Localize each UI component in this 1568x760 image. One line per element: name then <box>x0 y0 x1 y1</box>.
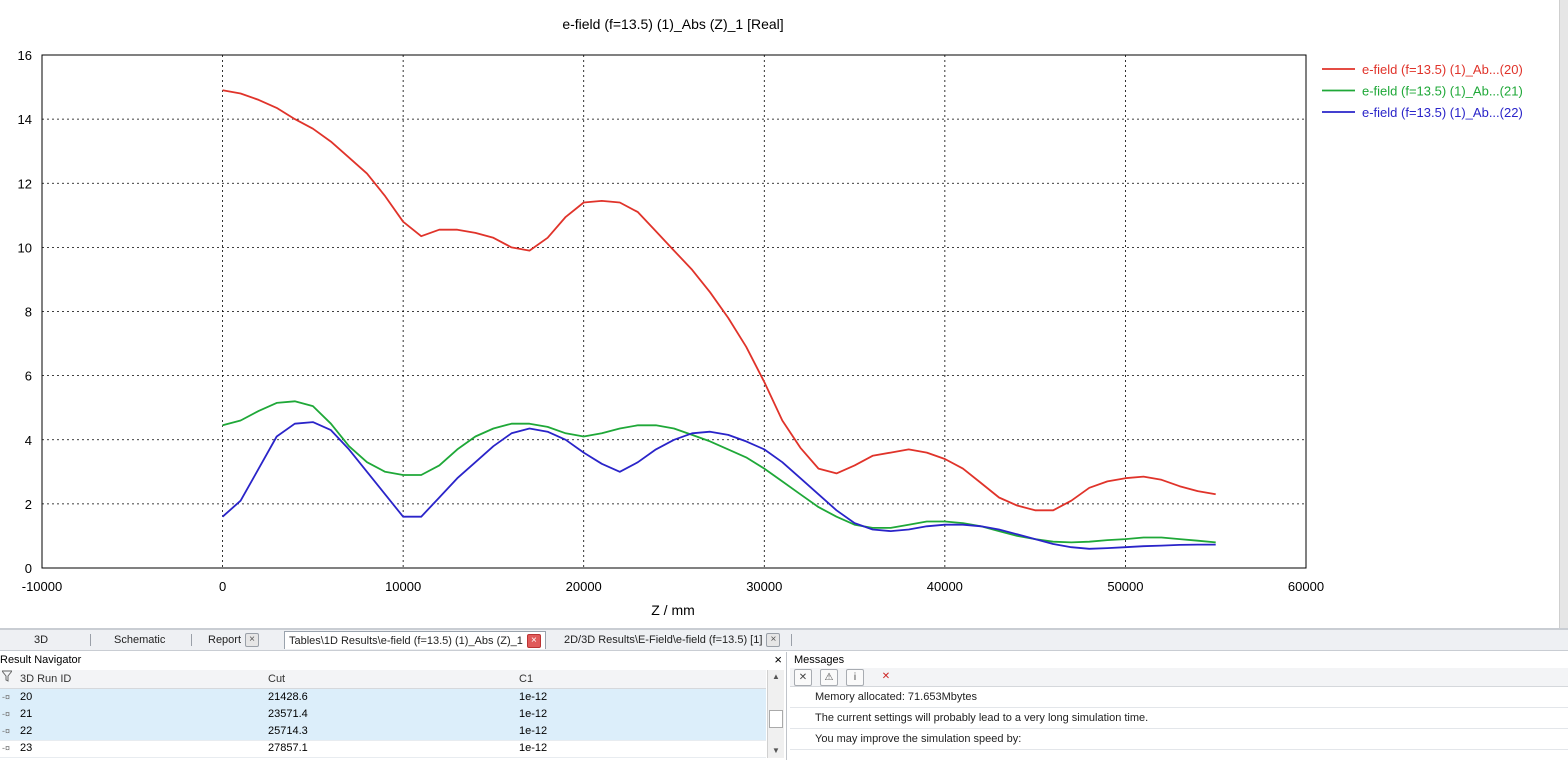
table-row[interactable]: -¤ 22 25714.3 1e-12 <box>0 723 766 741</box>
grid-lines <box>42 55 1306 568</box>
tab-label: 3D <box>34 634 49 646</box>
filter-icon[interactable] <box>0 670 14 688</box>
legend-label-1: e-field (f=13.5) (1)_Ab...(21) <box>1362 84 1523 99</box>
scroll-thumb[interactable] <box>769 710 783 728</box>
series-line-1 <box>222 400 1216 544</box>
legend-label-2: e-field (f=13.5) (1)_Ab...(22) <box>1362 105 1523 120</box>
cell-cut: 27857.1 <box>268 742 308 754</box>
chart-title: e-field (f=13.5) (1)_Abs (Z)_1 [Real] <box>562 16 783 32</box>
tab-label: 2D/3D Results\E-Field\e-field (f=13.5) [… <box>564 634 763 646</box>
column-header-cut[interactable]: Cut <box>268 673 286 685</box>
info-filter-icon[interactable]: i <box>846 669 864 686</box>
tab-close-icon[interactable]: × <box>526 634 541 649</box>
x-axis-label: Z / mm <box>651 602 695 618</box>
message-text: You may improve the simulation speed by: <box>815 733 1022 745</box>
result-navigator-panel: Result Navigator × 3D Run ID Cut C1 -¤ 20… <box>0 652 787 760</box>
table-row[interactable]: -¤ 20 21428.6 1e-12 <box>0 689 766 707</box>
legend: e-field (f=13.5) (1)_Ab...(20) e-field (f… <box>1322 62 1523 120</box>
tab-2[interactable]: Report × <box>204 631 263 649</box>
tab-1[interactable]: Schematic <box>110 631 169 649</box>
y-tick-label: 12 <box>18 176 32 191</box>
legend-label-0: e-field (f=13.5) (1)_Ab...(20) <box>1362 62 1523 77</box>
result-navigator-title: Result Navigator <box>0 654 82 666</box>
curve-icon: -¤ <box>2 743 11 753</box>
tab-3[interactable]: Tables\1D Results\e-field (f=13.5) (1)_A… <box>284 631 546 649</box>
table-row[interactable]: -¤ 23 27857.1 1e-12 <box>0 740 766 758</box>
message-text: Memory allocated: 71.653Mbytes <box>815 691 978 703</box>
scroll-up-icon[interactable]: ▲ <box>772 672 780 681</box>
cell-id: 21 <box>20 708 33 720</box>
y-tick-label: 10 <box>18 240 32 255</box>
axis-ticks: -10000 0 10000 20000 30000 40000 50000 60000 0 2 4… <box>18 48 1325 594</box>
curve-icon: -¤ <box>2 709 11 719</box>
x-tick-label: 30000 <box>746 579 782 594</box>
message-item[interactable]: Memory allocated: 71.653Mbytes <box>790 687 1568 708</box>
curve-icon: -¤ <box>2 726 11 736</box>
cell-c1: 1e-12 <box>519 725 548 737</box>
navigator-scrollbar[interactable]: ▲ ▼ <box>767 670 784 758</box>
messages-title: Messages <box>794 654 845 666</box>
cell-c1: 1e-12 <box>519 742 548 754</box>
x-tick-label: 20000 <box>566 579 602 594</box>
tab-0[interactable]: 3D <box>30 631 52 649</box>
cell-id: 23 <box>20 742 33 754</box>
curve-icon: -¤ <box>2 692 11 702</box>
clear-messages-icon[interactable]: ✕ <box>881 671 891 682</box>
cell-cut: 21428.6 <box>268 691 308 703</box>
cell-id: 22 <box>20 725 33 737</box>
tab-separator <box>791 634 792 646</box>
y-tick-label: 0 <box>25 561 32 576</box>
y-tick-label: 14 <box>18 112 32 127</box>
cell-cut: 25714.3 <box>268 725 308 737</box>
cell-id: 20 <box>20 691 33 703</box>
cell-c1: 1e-12 <box>519 708 548 720</box>
y-tick-label: 4 <box>25 433 32 448</box>
messages-toolbar: ✕ ⚠ i ✕ <box>790 668 1568 687</box>
tab-label: Tables\1D Results\e-field (f=13.5) (1)_A… <box>289 635 523 647</box>
scroll-down-icon[interactable]: ▼ <box>772 746 780 755</box>
document-tab-bar: 3D Schematic Report × Tables\1D Results\e-fi… <box>0 628 1568 651</box>
tab-separator <box>90 634 91 646</box>
tab-label: Report <box>208 634 242 646</box>
plot-area: e-field (f=13.5) (1)_Abs (Z)_1 [Real] -1… <box>17 0 1568 628</box>
cell-cut: 23571.4 <box>268 708 308 720</box>
series-lines <box>222 89 1216 550</box>
plot-scrollbar[interactable] <box>1559 0 1568 628</box>
series-line-2 <box>222 421 1216 550</box>
series-line-0 <box>222 89 1216 512</box>
table-row[interactable]: -¤ 21 23571.4 1e-12 <box>0 706 766 724</box>
x-tick-label: 40000 <box>927 579 963 594</box>
message-text: The current settings will probably lead … <box>815 712 1149 724</box>
tab-close-icon[interactable]: × <box>766 633 781 648</box>
close-icon[interactable]: × <box>774 652 782 667</box>
y-tick-label: 6 <box>25 369 32 384</box>
warning-filter-icon[interactable]: ⚠ <box>820 669 838 686</box>
y-tick-label: 2 <box>25 497 32 512</box>
message-item[interactable]: You may improve the simulation speed by: <box>790 729 1568 750</box>
line-chart: e-field (f=13.5) (1)_Abs (Z)_1 [Real] -1… <box>18 16 1523 618</box>
x-tick-label: 50000 <box>1107 579 1143 594</box>
tab-separator <box>191 634 192 646</box>
tab-4[interactable]: 2D/3D Results\E-Field\e-field (f=13.5) [… <box>560 631 784 649</box>
x-tick-label: 0 <box>219 579 226 594</box>
tab-close-icon[interactable]: × <box>245 633 260 648</box>
y-tick-label: 16 <box>18 48 32 63</box>
error-filter-icon[interactable]: ✕ <box>794 669 812 686</box>
x-tick-label: 10000 <box>385 579 421 594</box>
message-item[interactable]: The current settings will probably lead … <box>790 708 1568 729</box>
x-tick-label: -10000 <box>22 579 62 594</box>
column-header-run-id[interactable]: 3D Run ID <box>20 673 72 685</box>
navigator-header: 3D Run ID Cut C1 <box>0 670 766 689</box>
cell-c1: 1e-12 <box>519 691 548 703</box>
y-tick-label: 8 <box>25 305 32 320</box>
tab-label: Schematic <box>114 634 166 646</box>
column-header-c1[interactable]: C1 <box>519 673 534 685</box>
messages-panel: Messages ✕ ⚠ i ✕ Memory allocated: 71.65… <box>790 652 1568 760</box>
x-tick-label: 60000 <box>1288 579 1324 594</box>
